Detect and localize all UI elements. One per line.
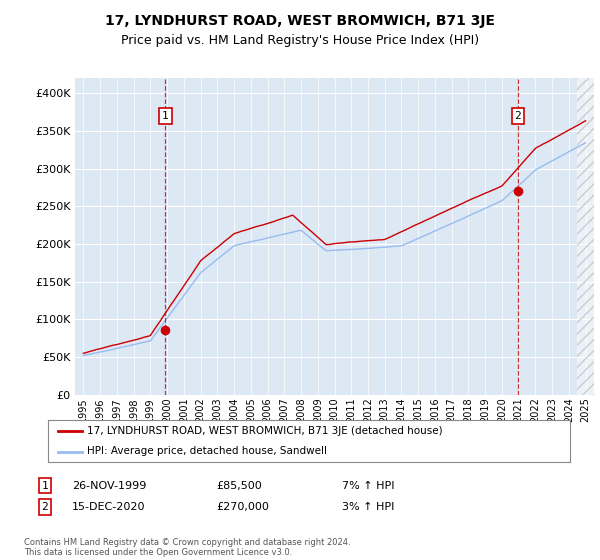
Text: 26-NOV-1999: 26-NOV-1999 xyxy=(72,480,146,491)
Text: 2: 2 xyxy=(41,502,49,512)
Bar xyxy=(577,78,594,395)
Text: £85,500: £85,500 xyxy=(216,480,262,491)
Text: 1: 1 xyxy=(162,111,169,121)
Text: 17, LYNDHURST ROAD, WEST BROMWICH, B71 3JE (detached house): 17, LYNDHURST ROAD, WEST BROMWICH, B71 3… xyxy=(87,426,443,436)
Bar xyxy=(577,78,594,395)
Text: 15-DEC-2020: 15-DEC-2020 xyxy=(72,502,146,512)
Point xyxy=(161,326,170,335)
Text: 17, LYNDHURST ROAD, WEST BROMWICH, B71 3JE: 17, LYNDHURST ROAD, WEST BROMWICH, B71 3… xyxy=(105,14,495,28)
Text: Price paid vs. HM Land Registry's House Price Index (HPI): Price paid vs. HM Land Registry's House … xyxy=(121,34,479,46)
Text: Contains HM Land Registry data © Crown copyright and database right 2024.
This d: Contains HM Land Registry data © Crown c… xyxy=(24,538,350,557)
Text: 3% ↑ HPI: 3% ↑ HPI xyxy=(342,502,394,512)
Text: 2: 2 xyxy=(515,111,521,121)
Point xyxy=(513,187,523,196)
Text: HPI: Average price, detached house, Sandwell: HPI: Average price, detached house, Sand… xyxy=(87,446,327,456)
Text: 1: 1 xyxy=(41,480,49,491)
Text: £270,000: £270,000 xyxy=(216,502,269,512)
Text: 7% ↑ HPI: 7% ↑ HPI xyxy=(342,480,395,491)
